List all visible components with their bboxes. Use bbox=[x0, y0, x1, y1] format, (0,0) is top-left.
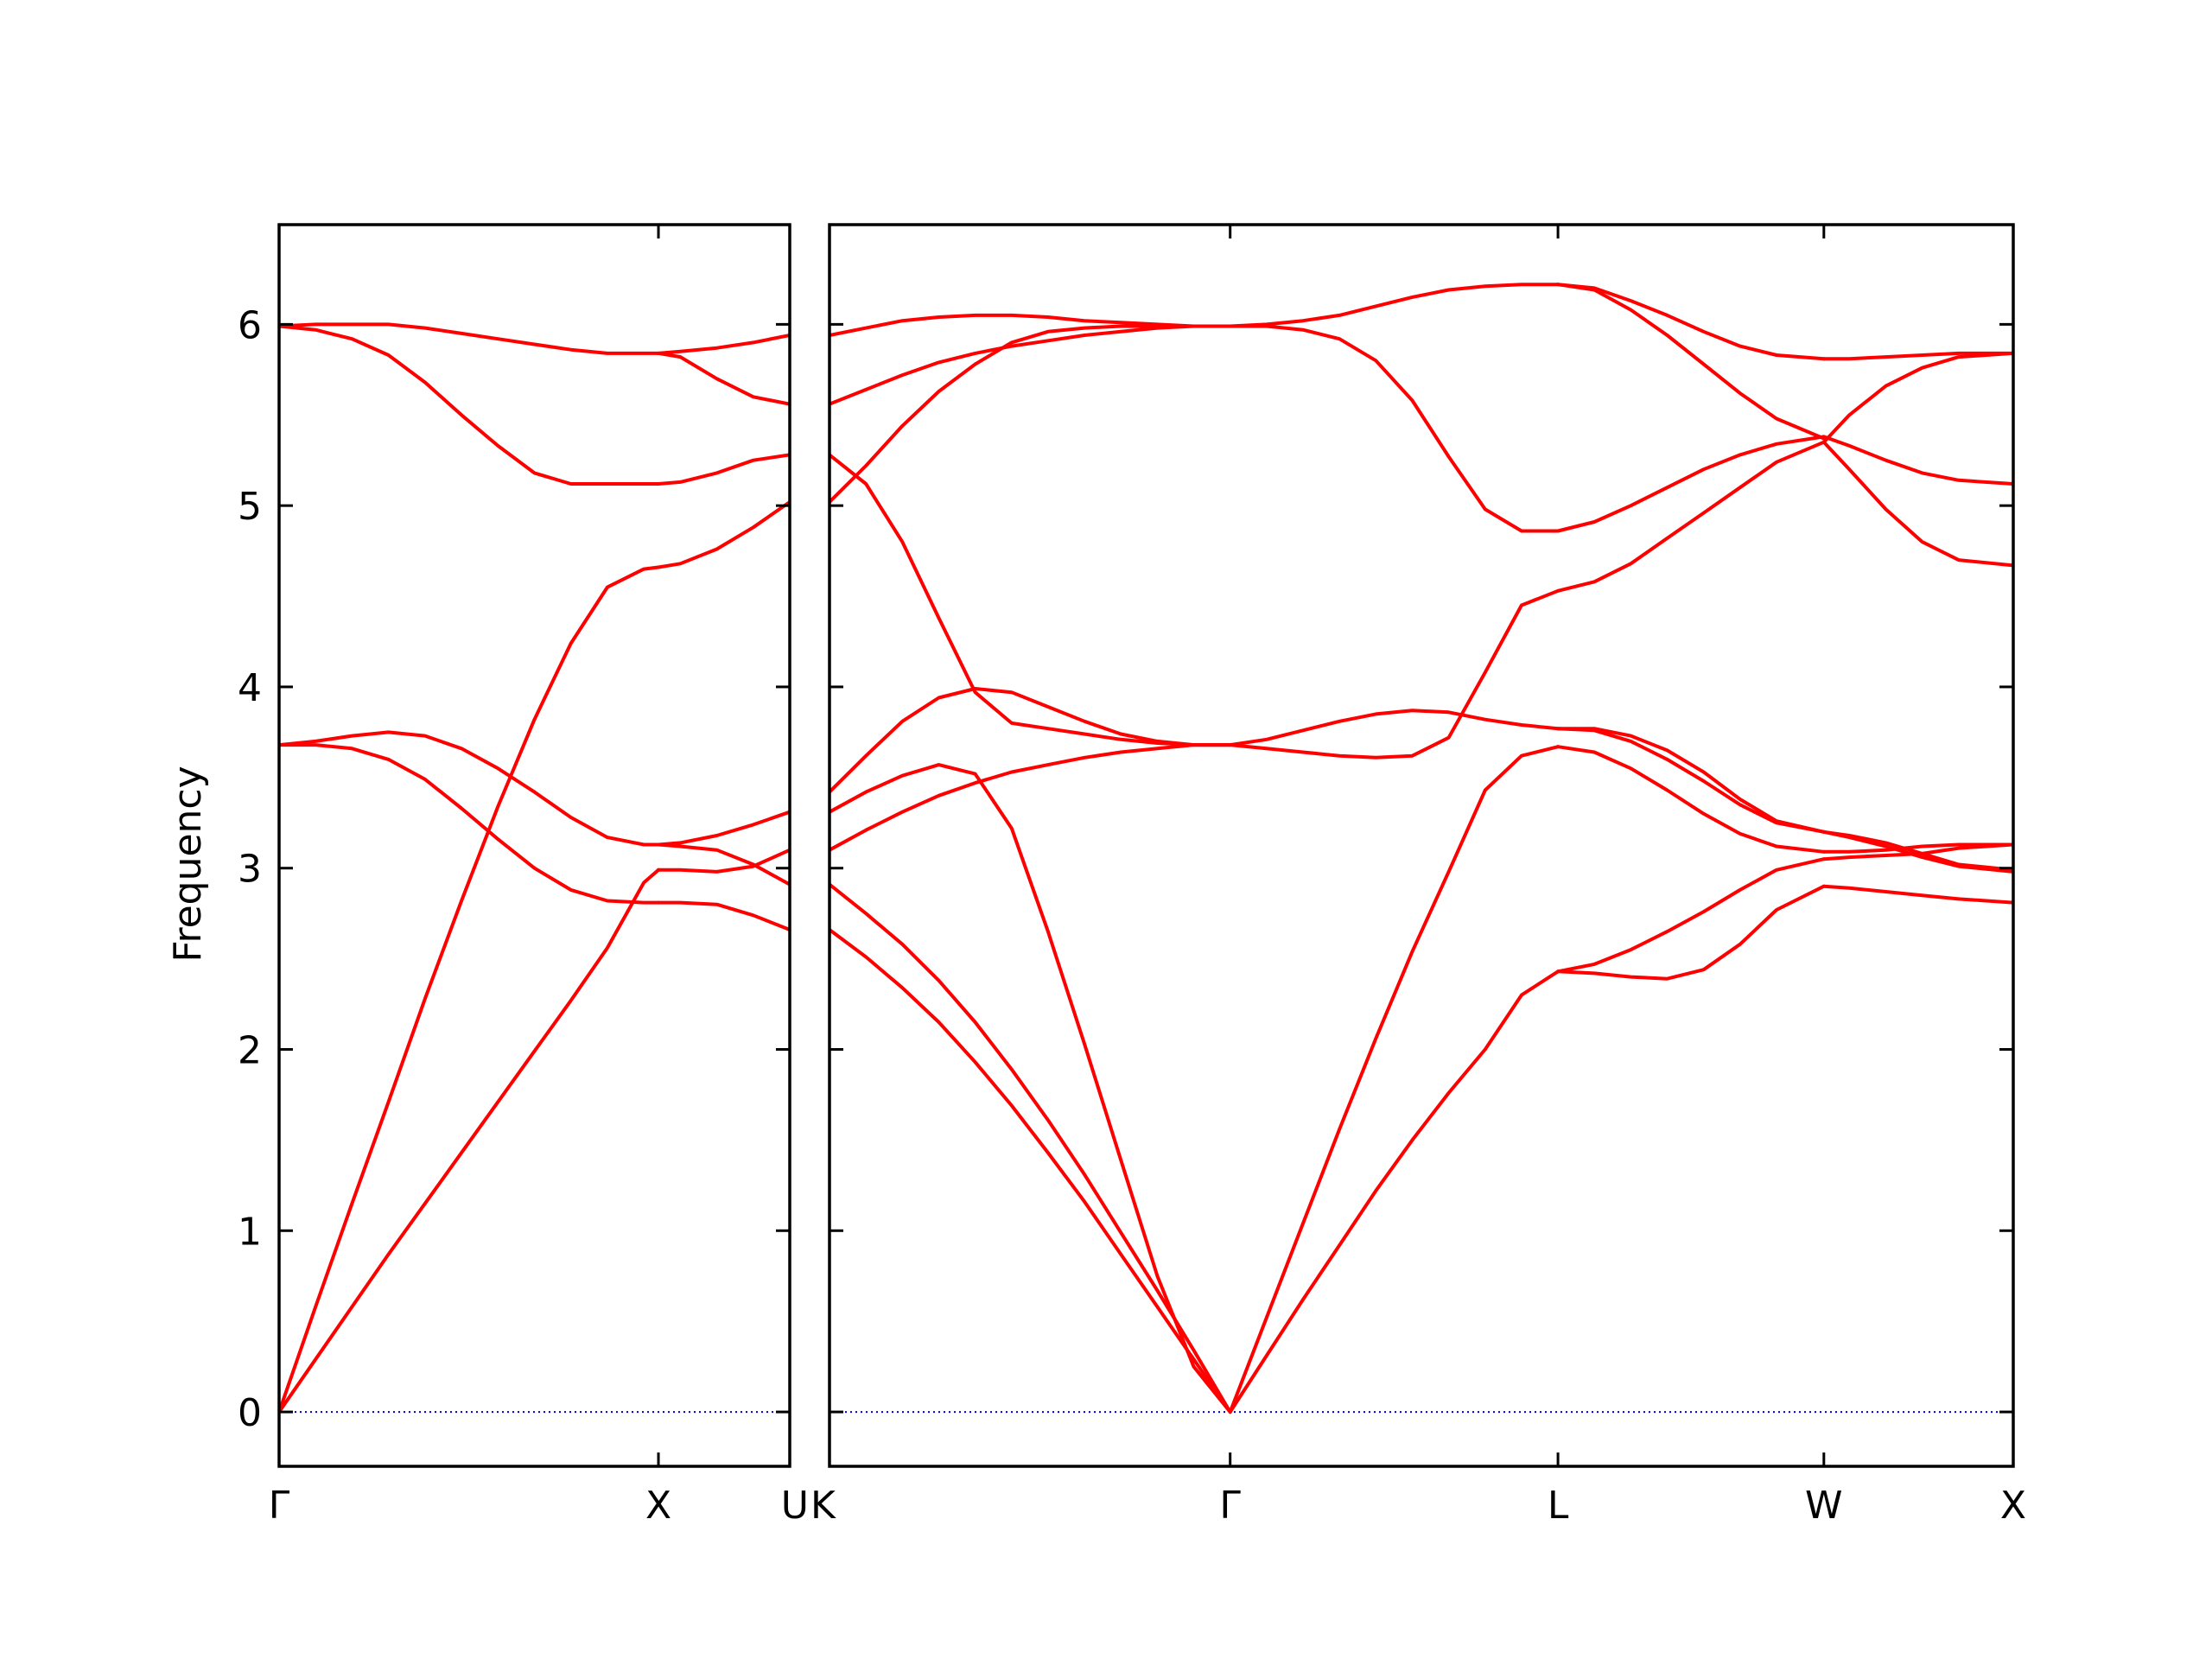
band-series-line bbox=[657, 842, 790, 887]
panel-frame bbox=[828, 223, 2015, 1468]
band-series-line bbox=[830, 324, 1232, 504]
band-series-line bbox=[1556, 283, 1826, 441]
band-series-line bbox=[1821, 842, 2013, 861]
y-tick-label: 1 bbox=[238, 1210, 262, 1254]
band-series-line bbox=[1821, 351, 2013, 444]
band-series-line bbox=[1821, 830, 2013, 872]
band-series-line bbox=[279, 565, 660, 1414]
x-tick-label: W bbox=[1805, 1484, 1843, 1528]
band-series-line bbox=[1228, 969, 1560, 1414]
panel-frame bbox=[277, 223, 791, 1468]
band-series-line bbox=[657, 453, 790, 486]
band-series-line bbox=[830, 928, 1232, 1414]
x-tick-label: K bbox=[810, 1484, 836, 1528]
band-series-line bbox=[1821, 884, 2013, 905]
band-group bbox=[830, 283, 2013, 1414]
band-series-line bbox=[830, 763, 1232, 1414]
y-axis-label: Frequency bbox=[166, 766, 210, 962]
band-series-line bbox=[657, 848, 790, 874]
plot-area: 0 1 2 3 4 5 6 Γ X U K Γ L W X bbox=[238, 223, 2026, 1528]
band-series-line bbox=[279, 322, 660, 355]
band-series-line bbox=[1556, 727, 1826, 834]
band-series-line bbox=[279, 743, 660, 905]
band-series-line bbox=[1556, 435, 1826, 533]
band-series-line bbox=[830, 324, 1232, 406]
x-tick-label: X bbox=[2000, 1484, 2026, 1528]
x-tick-label: U bbox=[781, 1484, 809, 1528]
band-series-line bbox=[830, 313, 1232, 337]
band-series-line bbox=[1556, 745, 1826, 854]
band-series-line bbox=[830, 882, 1232, 1414]
band-series-line bbox=[1556, 727, 1826, 834]
y-tick-label: 5 bbox=[238, 485, 262, 529]
band-series-line bbox=[1821, 435, 2013, 486]
band-series-line bbox=[1228, 709, 1560, 747]
band-series-line bbox=[279, 324, 660, 486]
band-series-line bbox=[1556, 440, 1826, 593]
panel-1: 0 1 2 3 4 5 6 Γ X U bbox=[238, 223, 809, 1528]
band-series-line bbox=[657, 810, 790, 847]
y-tick-label: 0 bbox=[238, 1391, 262, 1435]
band-series-line bbox=[279, 868, 660, 1414]
band-series-line bbox=[1821, 842, 2013, 854]
x-tick-label: Γ bbox=[269, 1484, 290, 1528]
band-series-line bbox=[1228, 324, 1560, 533]
band-series-line bbox=[1821, 351, 2013, 361]
band-series-line bbox=[1228, 745, 1560, 1414]
band-series-line bbox=[1556, 884, 1826, 981]
y-tick-label: 6 bbox=[238, 303, 262, 347]
band-group bbox=[279, 322, 790, 1414]
y-tick-label: 4 bbox=[238, 666, 262, 710]
band-series-line bbox=[1821, 440, 2013, 568]
x-tick-label: Γ bbox=[1219, 1484, 1241, 1528]
band-series-line bbox=[657, 900, 790, 931]
y-tick-label: 2 bbox=[238, 1029, 262, 1073]
band-series-line bbox=[657, 334, 790, 355]
x-tick-label: X bbox=[645, 1484, 671, 1528]
band-series-line bbox=[1228, 283, 1560, 328]
band-series-line bbox=[1556, 283, 1826, 361]
y-tick-label: 3 bbox=[238, 848, 262, 892]
band-series-line bbox=[1228, 588, 1560, 760]
band-series-line bbox=[657, 351, 790, 406]
x-tick-label: L bbox=[1548, 1484, 1569, 1528]
band-series-line bbox=[279, 730, 660, 847]
band-series-line bbox=[1556, 857, 1826, 974]
band-series-line bbox=[657, 500, 790, 569]
band-series-line bbox=[830, 743, 1232, 852]
band-series-line bbox=[830, 687, 1232, 794]
